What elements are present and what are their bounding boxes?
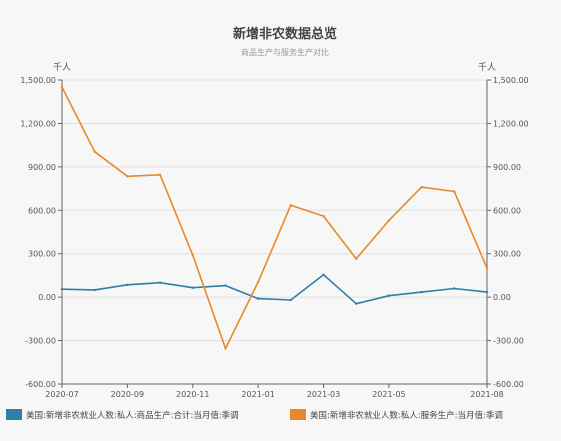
legend-swatch-1[interactable] [6,409,22,420]
series-lines [60,86,489,350]
x-tick-label: 2021-05 [372,390,405,399]
data-point [453,190,456,193]
y-axis-unit-right: 千人 [478,62,496,73]
data-point [355,257,358,260]
y-tick-label-right: 0.00 [493,293,511,302]
data-point [387,294,391,297]
y-tick-label-left: 0.00 [38,293,56,302]
y-tick-label-right: 1,500.00 [493,76,529,85]
data-point [289,298,293,302]
data-point [158,173,162,177]
y-tick-label-left: -600.00 [25,380,56,389]
data-point [93,288,96,292]
data-point [453,287,456,290]
data-point [60,287,64,291]
y-tick-label-right: -300.00 [493,337,524,346]
x-tick-label: 2020-07 [45,390,78,399]
x-tick-label: 2020-11 [176,390,209,399]
data-point [224,284,227,287]
data-point [256,280,260,284]
y-tick-label-left: 600.00 [28,206,56,215]
data-point [224,347,227,350]
data-point [485,290,489,294]
data-point [126,175,129,178]
legend-label-1[interactable]: 美国:新增非农就业人数:私人:商品生产:合计:当月值:季调 [26,410,239,421]
chart-title: 新增非农数据总览 [233,26,337,42]
data-point [93,150,96,153]
y-tick-label-left: 900.00 [28,163,56,172]
y-tick-label-right: 1,200.00 [493,119,529,128]
data-point [355,302,358,305]
y-tick-label-right: -600.00 [493,380,524,389]
legend-label-2[interactable]: 美国:新增非农就业人数:私人:服务生产:当月值:季调 [310,410,503,421]
series-line-2 [61,86,488,350]
y-axis-unit-left: 千人 [53,62,71,73]
y-tick-label-right: 300.00 [493,250,521,259]
grid-lines [62,79,487,385]
data-point [191,253,194,257]
x-tick-label: 2021-01 [241,390,274,399]
data-point [60,86,64,89]
data-point [158,281,162,284]
series-line-1 [61,273,488,305]
axes: -600.00 -600.00 -300.00 -300.00 0.00 0.00 300.… [20,76,528,399]
x-tick-label: 2021-08 [470,390,503,399]
data-point [420,290,423,294]
data-point [322,273,325,276]
x-tick-label: 2020-09 [111,390,144,399]
y-tick-label-right: 600.00 [493,206,521,215]
y-tick-label-left: 1,500.00 [20,76,56,85]
data-point [256,297,260,300]
data-point [485,266,489,270]
x-tick-label: 2021-03 [307,390,340,399]
data-point [191,286,194,289]
data-point [322,214,325,218]
y-tick-label-left: 300.00 [28,250,56,259]
data-point [289,204,293,207]
data-point [387,219,391,222]
y-tick-label-right: 900.00 [493,163,521,172]
data-point [420,185,423,189]
legend[interactable]: 美国:新增非农就业人数:私人:商品生产:合计:当月值:季调 美国:新增非农就业人数… [6,409,503,421]
y-tick-label-left: 1,200.00 [20,119,56,128]
legend-swatch-2[interactable] [290,409,306,420]
data-point [126,283,129,287]
y-tick-label-left: -300.00 [25,337,56,346]
chart-subtitle: 商品生产与服务生产对比 [241,47,329,57]
